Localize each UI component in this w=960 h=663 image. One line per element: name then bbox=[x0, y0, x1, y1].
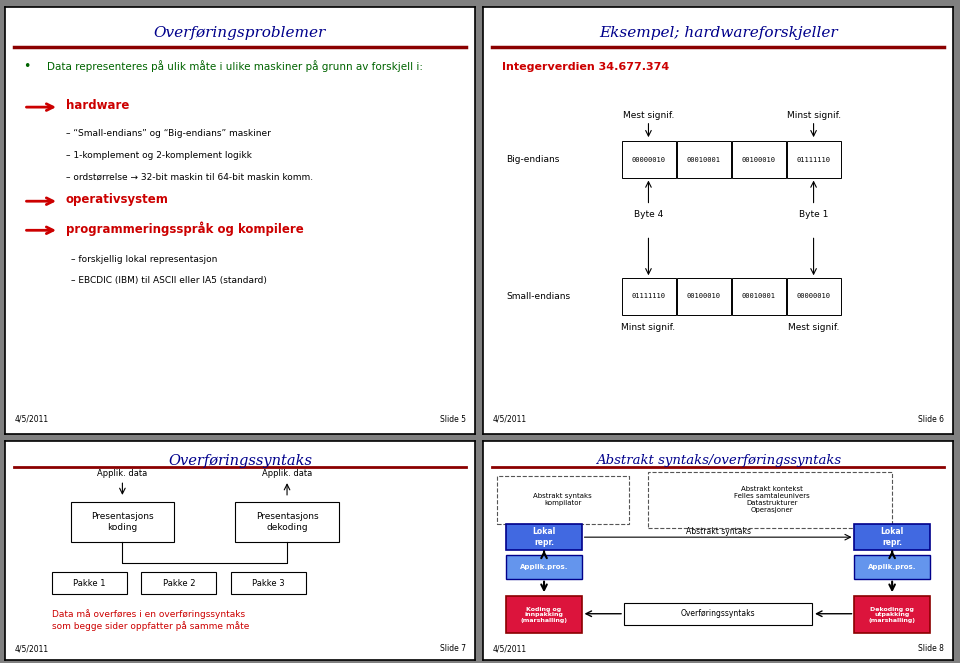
Text: Byte 4: Byte 4 bbox=[634, 210, 663, 219]
FancyBboxPatch shape bbox=[507, 555, 582, 579]
Text: 00100010: 00100010 bbox=[686, 293, 721, 300]
Text: Overføringsproblemer: Overføringsproblemer bbox=[154, 26, 326, 40]
Text: – forskjellig lokal representasjon: – forskjellig lokal representasjon bbox=[71, 255, 217, 264]
FancyBboxPatch shape bbox=[647, 471, 892, 528]
Text: Lokal
repr.: Lokal repr. bbox=[533, 528, 556, 547]
Text: 01111110: 01111110 bbox=[632, 293, 665, 300]
Text: operativsystem: operativsystem bbox=[66, 194, 169, 206]
FancyBboxPatch shape bbox=[622, 278, 676, 314]
Text: Abstrakt syntaks/overføringssyntaks: Abstrakt syntaks/overføringssyntaks bbox=[595, 454, 841, 467]
Text: Slide 7: Slide 7 bbox=[440, 644, 466, 653]
FancyBboxPatch shape bbox=[677, 278, 731, 314]
Text: programmeringsspråk og kompilere: programmeringsspråk og kompilere bbox=[66, 221, 303, 236]
Text: 4/5/2011: 4/5/2011 bbox=[14, 644, 48, 653]
Text: – “Small-endians” og “Big-endians” maskiner: – “Small-endians” og “Big-endians” maski… bbox=[66, 129, 271, 137]
Text: 00100010: 00100010 bbox=[742, 156, 776, 162]
Text: Pakke 3: Pakke 3 bbox=[252, 579, 284, 587]
FancyBboxPatch shape bbox=[71, 502, 174, 542]
FancyBboxPatch shape bbox=[854, 555, 929, 579]
Text: – 1-komplement og 2-komplement logikk: – 1-komplement og 2-komplement logikk bbox=[66, 151, 252, 160]
Text: hardware: hardware bbox=[66, 99, 130, 112]
Text: 00000010: 00000010 bbox=[797, 293, 830, 300]
Text: Integerverdien 34.677.374: Integerverdien 34.677.374 bbox=[502, 62, 669, 72]
FancyBboxPatch shape bbox=[854, 524, 929, 550]
Text: Slide 8: Slide 8 bbox=[918, 644, 944, 653]
FancyBboxPatch shape bbox=[787, 278, 841, 314]
FancyBboxPatch shape bbox=[507, 596, 582, 633]
Text: Data må overføres i en overføringssyntaks
som begge sider oppfatter på samme måt: Data må overføres i en overføringssyntak… bbox=[52, 609, 250, 631]
Text: 4/5/2011: 4/5/2011 bbox=[14, 414, 48, 424]
Text: Overføringssyntaks: Overføringssyntaks bbox=[168, 454, 312, 468]
Text: Applik. data: Applik. data bbox=[97, 469, 148, 478]
Text: Presentasjons
dekoding: Presentasjons dekoding bbox=[255, 512, 319, 532]
Text: Presentasjons
koding: Presentasjons koding bbox=[91, 512, 154, 532]
Text: Eksempel; hardwareforskjeller: Eksempel; hardwareforskjeller bbox=[599, 26, 837, 40]
Text: Data representeres på ulik måte i ulike maskiner på grunn av forskjell i:: Data representeres på ulik måte i ulike … bbox=[47, 60, 423, 72]
Text: Byte 1: Byte 1 bbox=[799, 210, 828, 219]
Text: Small-endians: Small-endians bbox=[507, 292, 570, 301]
Text: Dekoding og
utpakking
(marshalling): Dekoding og utpakking (marshalling) bbox=[869, 607, 916, 623]
FancyBboxPatch shape bbox=[507, 524, 582, 550]
FancyBboxPatch shape bbox=[732, 141, 786, 178]
Text: Abstrakt syntaks: Abstrakt syntaks bbox=[685, 527, 751, 536]
Text: Abstrakt syntaks
kompilator: Abstrakt syntaks kompilator bbox=[534, 493, 592, 507]
FancyBboxPatch shape bbox=[622, 141, 676, 178]
FancyBboxPatch shape bbox=[624, 603, 812, 625]
Text: Mest signif.: Mest signif. bbox=[623, 111, 674, 120]
Text: Lokal
repr.: Lokal repr. bbox=[880, 528, 903, 547]
Text: 00010001: 00010001 bbox=[686, 156, 721, 162]
Text: Applik.pros.: Applik.pros. bbox=[868, 564, 917, 570]
FancyBboxPatch shape bbox=[141, 572, 216, 594]
FancyBboxPatch shape bbox=[230, 572, 306, 594]
FancyBboxPatch shape bbox=[677, 141, 731, 178]
Text: Koding og
innpakking
(marshalling): Koding og innpakking (marshalling) bbox=[520, 607, 567, 623]
Text: Overføringssyntaks: Overføringssyntaks bbox=[681, 609, 756, 618]
Text: Slide 6: Slide 6 bbox=[918, 414, 944, 424]
FancyBboxPatch shape bbox=[52, 572, 127, 594]
Text: Abstrakt kontekst
Felles samtaleunivers
Datastrukturer
Operasjoner: Abstrakt kontekst Felles samtaleunivers … bbox=[734, 487, 810, 513]
FancyBboxPatch shape bbox=[854, 596, 929, 633]
Text: Applik. data: Applik. data bbox=[262, 469, 312, 478]
Text: 00010001: 00010001 bbox=[742, 293, 776, 300]
Text: Mest signif.: Mest signif. bbox=[788, 323, 839, 332]
Text: Minst signif.: Minst signif. bbox=[621, 323, 676, 332]
Text: 00000010: 00000010 bbox=[632, 156, 665, 162]
Text: – EBCDIC (IBM) til ASCII eller IA5 (standard): – EBCDIC (IBM) til ASCII eller IA5 (stan… bbox=[71, 276, 267, 285]
Text: Minst signif.: Minst signif. bbox=[786, 111, 841, 120]
Text: – ordstørrelse → 32-bit maskin til 64-bit maskin komm.: – ordstørrelse → 32-bit maskin til 64-bi… bbox=[66, 173, 313, 182]
Text: Pakke 1: Pakke 1 bbox=[73, 579, 106, 587]
Text: Applik.pros.: Applik.pros. bbox=[519, 564, 568, 570]
FancyBboxPatch shape bbox=[787, 141, 841, 178]
Text: Big-endians: Big-endians bbox=[507, 155, 560, 164]
Text: Slide 5: Slide 5 bbox=[440, 414, 466, 424]
Text: Pakke 2: Pakke 2 bbox=[162, 579, 195, 587]
Text: 4/5/2011: 4/5/2011 bbox=[492, 414, 526, 424]
FancyBboxPatch shape bbox=[235, 502, 339, 542]
Text: 4/5/2011: 4/5/2011 bbox=[492, 644, 526, 653]
FancyBboxPatch shape bbox=[732, 278, 786, 314]
Text: 01111110: 01111110 bbox=[797, 156, 830, 162]
Text: •: • bbox=[24, 60, 31, 73]
FancyBboxPatch shape bbox=[497, 476, 629, 524]
